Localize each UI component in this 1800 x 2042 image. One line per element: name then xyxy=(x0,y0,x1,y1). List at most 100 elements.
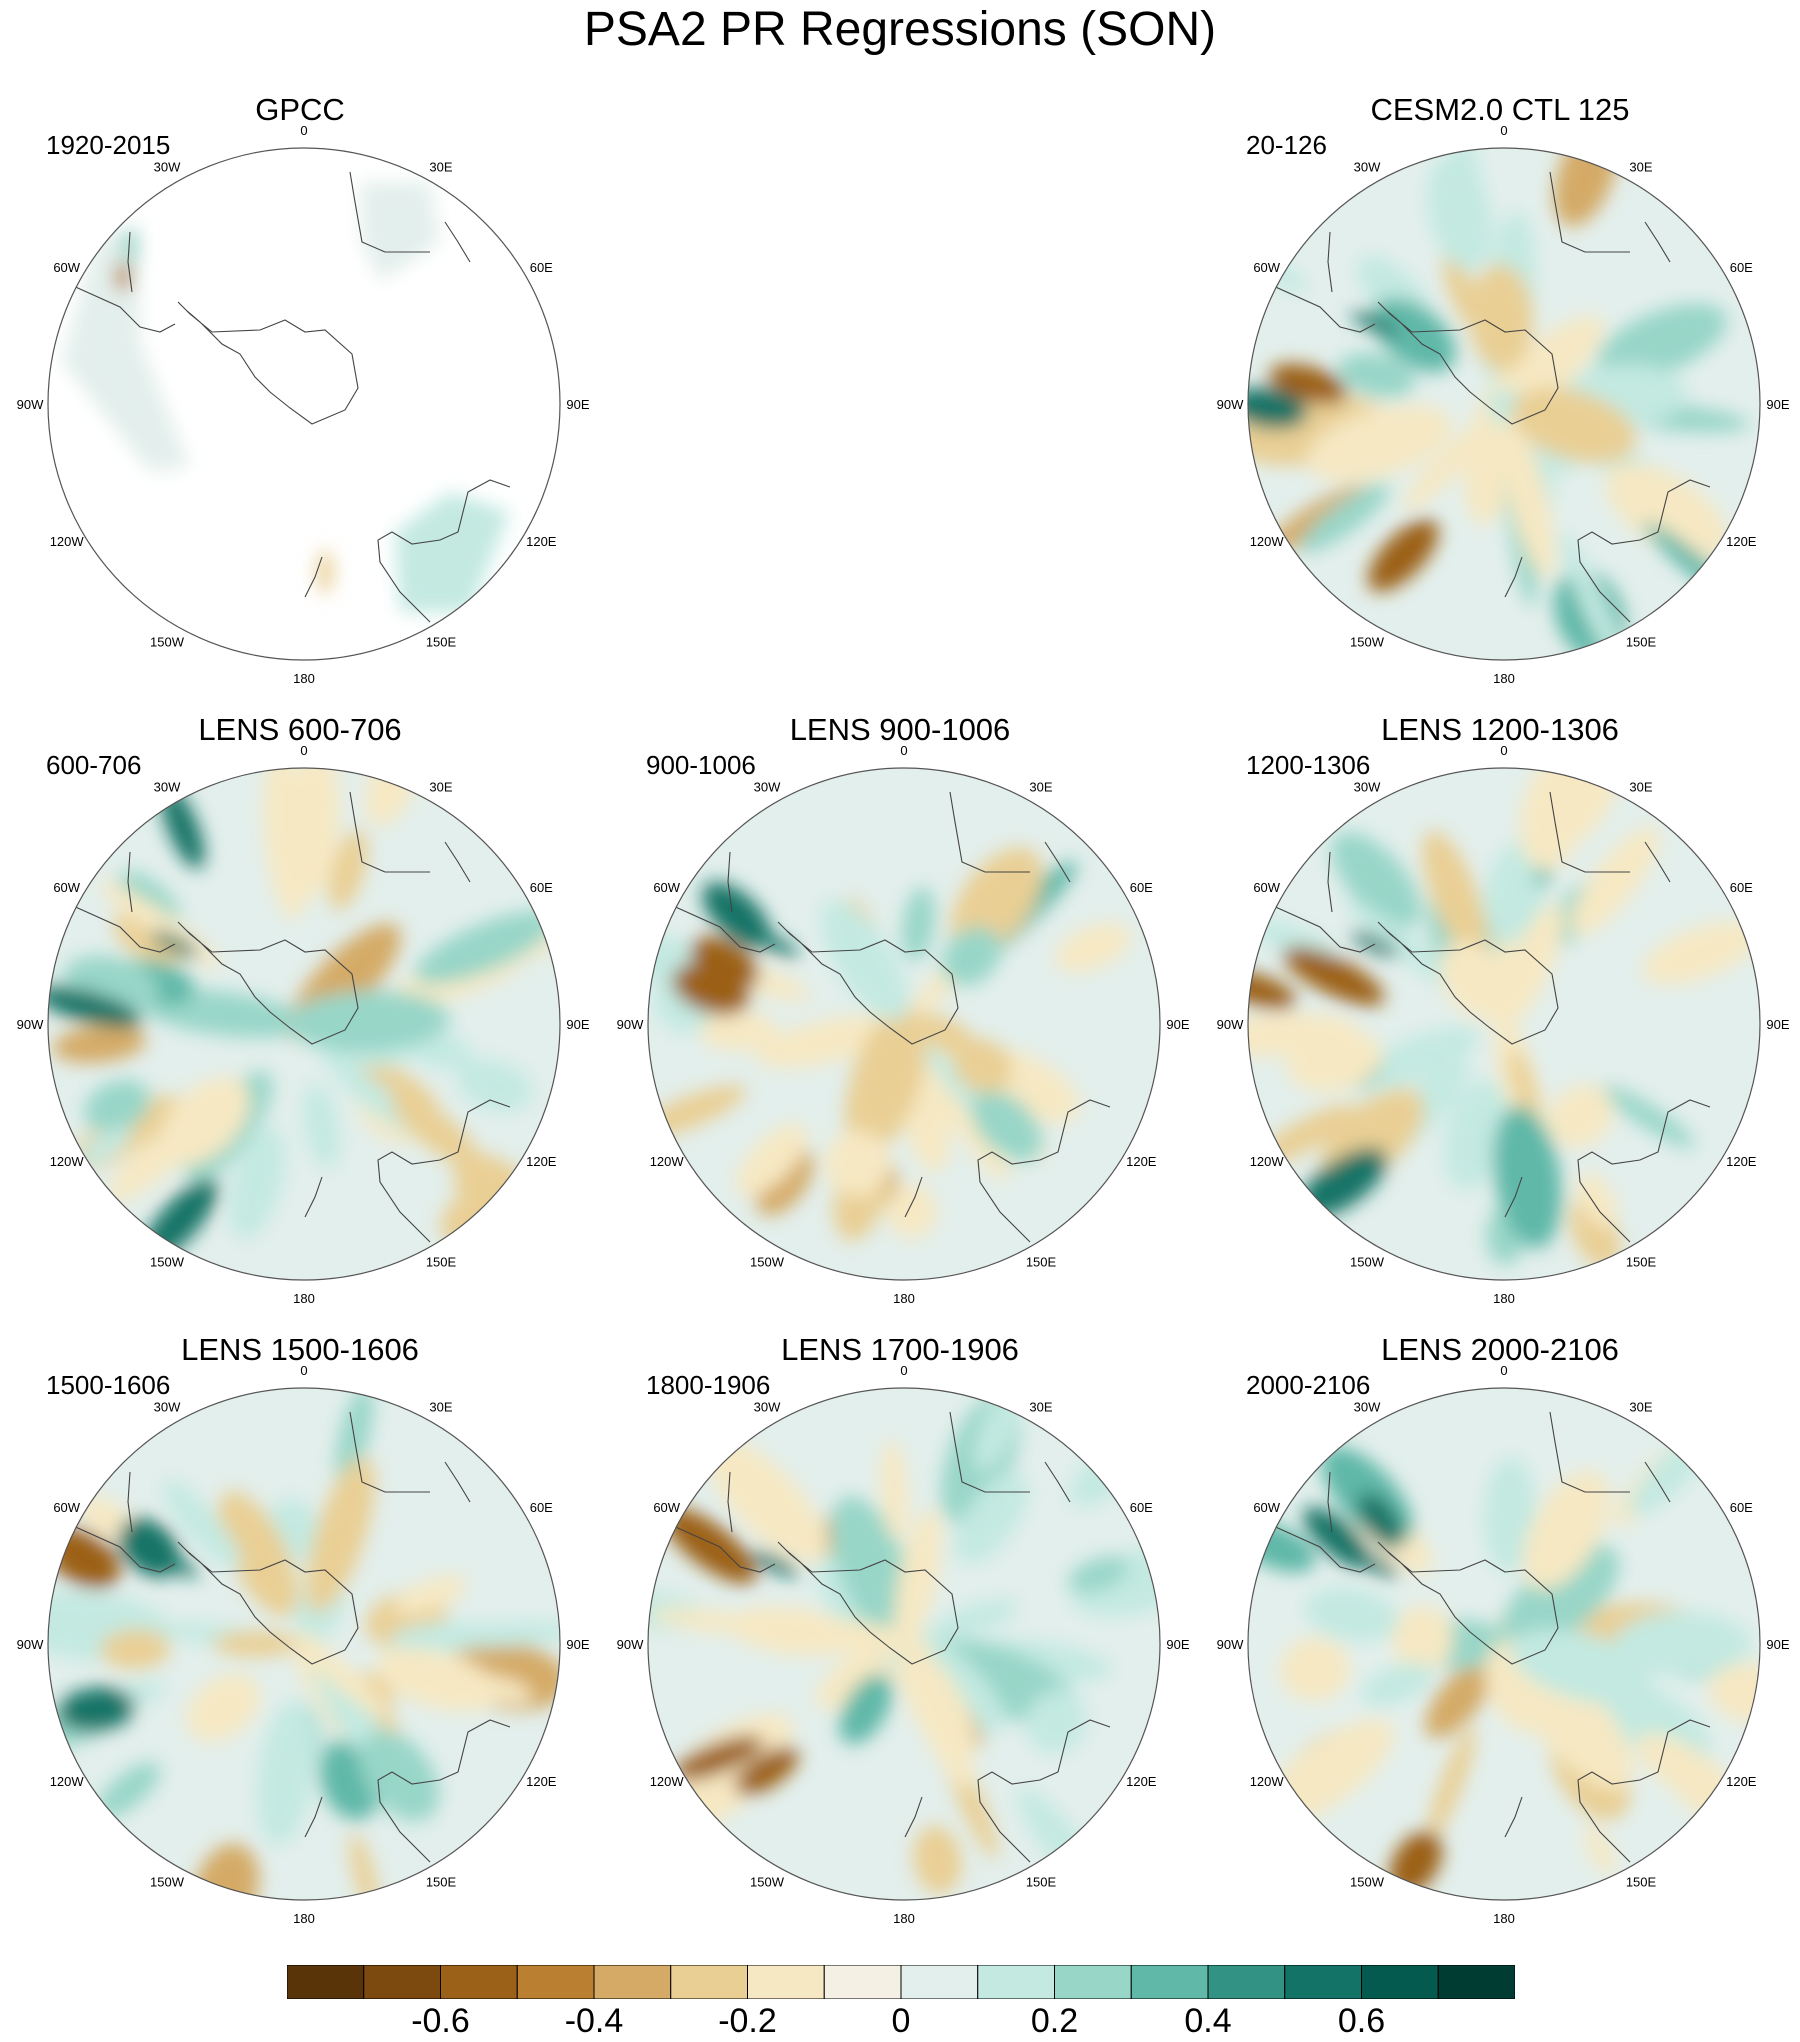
coastlines xyxy=(659,1411,1111,1863)
longitude-label: 30E xyxy=(1029,1400,1052,1415)
longitude-label: 60W xyxy=(1253,1500,1280,1515)
longitude-label: 120E xyxy=(526,1774,557,1789)
longitude-label: 30W xyxy=(154,160,181,175)
panel-title: LENS 1200-1306 xyxy=(1381,712,1619,747)
coastlines xyxy=(59,1411,511,1863)
longitude-label: 0 xyxy=(300,1363,307,1378)
longitude-label: 0 xyxy=(300,123,307,138)
longitude-label: 90W xyxy=(17,1637,44,1652)
longitude-label: 150W xyxy=(1350,1874,1385,1889)
longitude-label: 60E xyxy=(1130,880,1153,895)
longitude-label: 150W xyxy=(150,634,185,649)
map-panel-lens-600: LENS 600-706 0 30E 60E 90E 120E 150E 180 150W 120… xyxy=(0,712,600,1312)
longitude-label: 60W xyxy=(53,880,80,895)
longitude-label: 0 xyxy=(1500,1363,1507,1378)
panel-period: 2000-2106 xyxy=(1246,1370,1371,1400)
colorbar-swatch xyxy=(977,1964,1055,2000)
longitude-label: 120E xyxy=(526,1154,557,1169)
colorbar-tick-label: 0.4 xyxy=(1184,2002,1232,2040)
panel-title: CESM2.0 CTL 125 xyxy=(1370,92,1630,127)
longitude-label: 60W xyxy=(653,880,680,895)
longitude-label: 180 xyxy=(293,1911,315,1926)
map-field xyxy=(648,1388,1160,1900)
panel-title: LENS 1700-1906 xyxy=(781,1332,1019,1367)
map-panel-lens-1700: LENS 1700-1906 0 30E 60E 90E 120E 150E 180 150W 1… xyxy=(600,1332,1200,1932)
longitude-label: 30E xyxy=(1029,780,1052,795)
colorbar-swatch xyxy=(363,1964,441,2000)
longitude-label: 180 xyxy=(293,671,315,686)
longitude-label: 150W xyxy=(750,1874,785,1889)
longitude-label: 0 xyxy=(900,1363,907,1378)
longitude-label: 180 xyxy=(1493,1291,1515,1306)
longitude-label: 30W xyxy=(1354,160,1381,175)
longitude-label: 90E xyxy=(566,1017,589,1032)
map-field xyxy=(1248,1388,1760,1900)
longitude-label: 60E xyxy=(1730,260,1753,275)
longitude-label: 150W xyxy=(1350,1254,1385,1269)
longitude-label: 0 xyxy=(900,743,907,758)
longitude-label: 30E xyxy=(1629,780,1652,795)
longitude-label: 120E xyxy=(1726,1154,1757,1169)
coastlines xyxy=(1259,791,1711,1243)
longitude-label: 30W xyxy=(754,780,781,795)
longitude-label: 30E xyxy=(429,780,452,795)
map-field xyxy=(48,148,560,660)
colorbar-swatch xyxy=(1130,1964,1209,2000)
colorbar-swatch xyxy=(823,1964,902,2000)
panel-period: 1800-1906 xyxy=(646,1370,771,1400)
colorbar-tick-label: 0.2 xyxy=(1030,2002,1079,2040)
longitude-label: 30E xyxy=(429,1400,452,1415)
panel-title: LENS 2000-2106 xyxy=(1381,1332,1619,1367)
longitude-label: 90W xyxy=(1217,397,1244,412)
map-field xyxy=(1248,768,1760,1280)
colorbar-swatch xyxy=(900,1964,979,2000)
longitude-label: 120W xyxy=(650,1774,685,1789)
panel-title: GPCC xyxy=(255,92,345,127)
longitude-label: 180 xyxy=(893,1291,915,1306)
longitude-label: 120W xyxy=(1250,1154,1285,1169)
longitude-label: 150E xyxy=(1026,1254,1057,1269)
polar-map: 0 30E 60E 90E 120E 150E 180 150W 120W 90W 60W 30W xyxy=(1217,1363,1790,1926)
longitude-label: 120E xyxy=(1126,1154,1157,1169)
longitude-label: 90E xyxy=(1766,397,1789,412)
longitude-label: 150E xyxy=(1626,1254,1657,1269)
coastlines xyxy=(1259,1411,1711,1863)
colorbar-swatch xyxy=(1437,1964,1516,2000)
longitude-label: 90W xyxy=(17,397,44,412)
longitude-label: 90E xyxy=(566,397,589,412)
longitude-label: 90E xyxy=(1766,1637,1789,1652)
map-panel-cesm-ctl: CESM2.0 CTL 125 0 30E 60E 90E 120E 150E 180 150W… xyxy=(1200,92,1800,692)
colorbar-swatch xyxy=(1207,1964,1286,2000)
longitude-label: 150E xyxy=(426,1254,457,1269)
longitude-label: 150E xyxy=(426,634,457,649)
polar-map: 0 30E 60E 90E 120E 150E 180 150W 120W 90W 60W 30W xyxy=(17,1363,590,1926)
longitude-label: 120W xyxy=(650,1154,685,1169)
colorbar xyxy=(286,1964,1516,2000)
colorbar-tick-label: -0.6 xyxy=(411,2002,470,2040)
longitude-label: 120E xyxy=(526,534,557,549)
longitude-label: 150E xyxy=(426,1874,457,1889)
map-panel-gpcc: GPCC 0 30E 60E 90E 120E 150E 180 150W 120W 90W 60W 3… xyxy=(0,92,600,692)
longitude-label: 90E xyxy=(566,1637,589,1652)
longitude-label: 90E xyxy=(1766,1017,1789,1032)
panel-period: 1920-2015 xyxy=(46,130,171,160)
map-panel-lens-2000: LENS 2000-2106 0 30E 60E 90E 120E 150E 180 150W 1… xyxy=(1200,1332,1800,1932)
longitude-label: 90E xyxy=(1166,1017,1189,1032)
longitude-label: 0 xyxy=(1500,123,1507,138)
longitude-label: 150E xyxy=(1626,634,1657,649)
longitude-label: 120E xyxy=(1726,1774,1757,1789)
longitude-label: 30E xyxy=(429,160,452,175)
colorbar-swatches xyxy=(286,1964,1516,2000)
panel-period: 1500-1606 xyxy=(46,1370,171,1400)
longitude-label: 120E xyxy=(1726,534,1757,549)
coastlines xyxy=(1259,171,1711,623)
longitude-label: 60E xyxy=(1130,1500,1153,1515)
colorbar-swatch xyxy=(1054,1964,1132,2000)
longitude-label: 60E xyxy=(1730,880,1753,895)
longitude-label: 30W xyxy=(154,1400,181,1415)
panel-period: 20-126 xyxy=(1246,130,1327,160)
longitude-label: 150W xyxy=(1350,634,1385,649)
polar-map: 0 30E 60E 90E 120E 150E 180 150W 120W 90W 60W 30W xyxy=(617,743,1190,1306)
page-title: PSA2 PR Regressions (SON) xyxy=(583,3,1217,56)
colorbar-swatch xyxy=(670,1964,748,2000)
